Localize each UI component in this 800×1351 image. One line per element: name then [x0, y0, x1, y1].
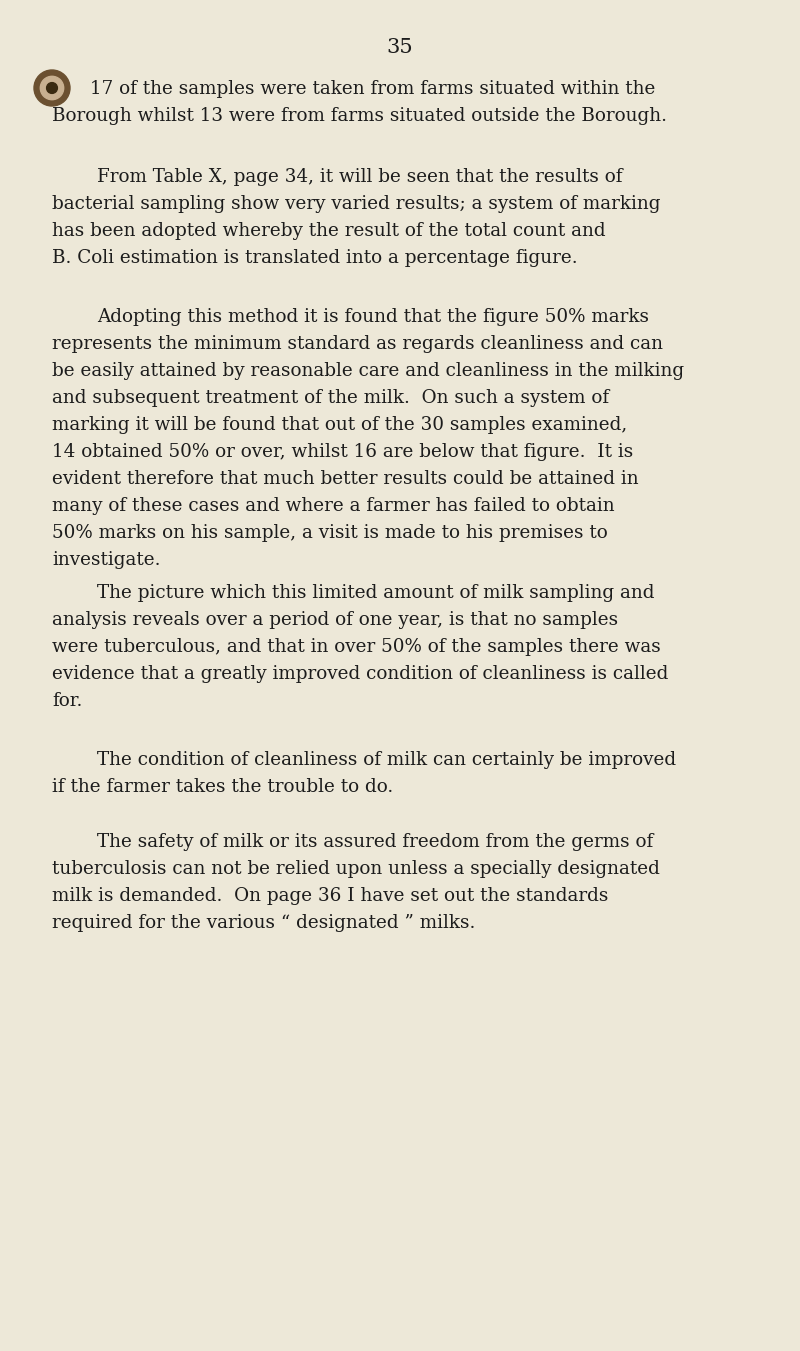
Text: Adopting this method it is found that the figure 50% marks: Adopting this method it is found that th… — [97, 308, 649, 326]
Text: The picture which this limited amount of milk sampling and: The picture which this limited amount of… — [97, 584, 654, 603]
Text: required for the various “ designated ” milks.: required for the various “ designated ” … — [52, 915, 475, 932]
Circle shape — [34, 70, 70, 105]
Text: 50% marks on his sample, a visit is made to his premises to: 50% marks on his sample, a visit is made… — [52, 524, 608, 542]
Circle shape — [46, 82, 58, 93]
Text: milk is demanded.  On page 36 I have set out the standards: milk is demanded. On page 36 I have set … — [52, 888, 608, 905]
Text: From Table X, page 34, it will be seen that the results of: From Table X, page 34, it will be seen t… — [97, 168, 622, 186]
Text: 14 obtained 50% or over, whilst 16 are below that figure.  It is: 14 obtained 50% or over, whilst 16 are b… — [52, 443, 634, 461]
Text: evident therefore that much better results could be attained in: evident therefore that much better resul… — [52, 470, 638, 488]
Text: B. Coli estimation is translated into a percentage figure.: B. Coli estimation is translated into a … — [52, 249, 578, 267]
Circle shape — [40, 76, 64, 100]
Text: tuberculosis can not be relied upon unless a specially designated: tuberculosis can not be relied upon unle… — [52, 861, 660, 878]
Text: were tuberculous, and that in over 50% of the samples there was: were tuberculous, and that in over 50% o… — [52, 638, 661, 657]
Text: be easily attained by reasonable care and cleanliness in the milking: be easily attained by reasonable care an… — [52, 362, 684, 380]
Text: has been adopted whereby the result of the total count and: has been adopted whereby the result of t… — [52, 222, 606, 240]
Text: represents the minimum standard as regards cleanliness and can: represents the minimum standard as regar… — [52, 335, 663, 353]
Text: investigate.: investigate. — [52, 551, 161, 569]
Text: for.: for. — [52, 692, 82, 711]
Text: Borough whilst 13 were from farms situated outside the Borough.: Borough whilst 13 were from farms situat… — [52, 107, 667, 126]
Text: 17 of the samples were taken from farms situated within the: 17 of the samples were taken from farms … — [90, 80, 655, 99]
Text: many of these cases and where a farmer has failed to obtain: many of these cases and where a farmer h… — [52, 497, 614, 515]
Text: The safety of milk or its assured freedom from the germs of: The safety of milk or its assured freedo… — [97, 834, 654, 851]
Text: The condition of cleanliness of milk can certainly be improved: The condition of cleanliness of milk can… — [97, 751, 676, 769]
Text: analysis reveals over a period of one year, is that no samples: analysis reveals over a period of one ye… — [52, 611, 618, 630]
Text: and subsequent treatment of the milk.  On such a system of: and subsequent treatment of the milk. On… — [52, 389, 609, 407]
Text: bacterial sampling show very varied results; a system of marking: bacterial sampling show very varied resu… — [52, 195, 661, 213]
Text: evidence that a greatly improved condition of cleanliness is called: evidence that a greatly improved conditi… — [52, 665, 668, 684]
Text: 35: 35 — [386, 38, 414, 57]
Text: if the farmer takes the trouble to do.: if the farmer takes the trouble to do. — [52, 778, 394, 796]
Text: marking it will be found that out of the 30 samples examined,: marking it will be found that out of the… — [52, 416, 627, 434]
